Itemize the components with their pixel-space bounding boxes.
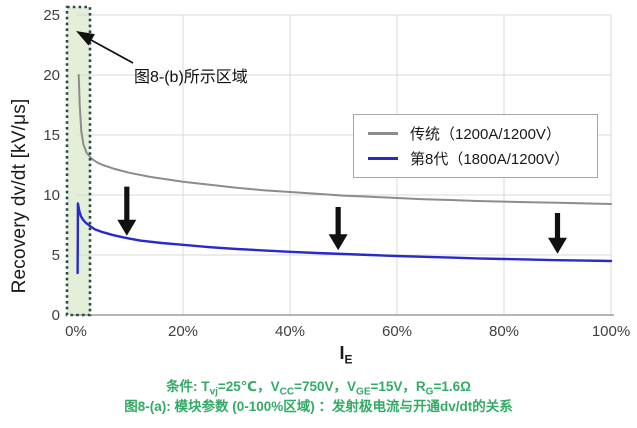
annotation-arrow-line [90,39,134,64]
y-tick-label: 15 [43,127,60,144]
legend-entry-traditional: 传统（1200A/1200V） [368,123,587,144]
y-tick-label: 25 [43,7,60,24]
x-tick-label: 20% [167,323,199,340]
legend-swatch-traditional [368,132,398,135]
x-tick-label: 100% [591,323,631,340]
highlight-region-fill [67,7,90,315]
legend: 传统（1200A/1200V） 第8代（1800A/1200V） [353,114,598,178]
y-tick-label: 5 [51,247,60,264]
series-line-gen8 [76,202,613,275]
y-tick-label: 0 [51,307,60,324]
figure-caption: 图8-(a): 模块参数 (0-100%区域) ：发射极电流与开通dv/dt的关… [124,399,513,414]
legend-label-gen8: 第8代（1800A/1200V） [410,151,570,168]
legend-label-traditional: 传统（1200A/1200V） [410,126,561,143]
y-tick-label: 20 [43,67,60,84]
legend-swatch-gen8 [368,157,398,160]
x-tick-label: 0% [65,323,87,340]
x-tick-label: 40% [274,323,306,340]
x-tick-label: 80% [488,323,520,340]
x-axis-title: IE [339,343,353,367]
legend-entry-gen8: 第8代（1800A/1200V） [368,148,587,169]
annotation-label: 图8-(b)所示区域 [134,69,248,86]
conditions-caption: 条件: Tvj=25℃，VCC=750V，VGE=15V，RG=1.6Ω [166,379,471,398]
highlight-region-border [65,5,92,317]
x-tick-label: 60% [381,323,413,340]
series-line-traditional [77,74,612,205]
down-arrow-head [117,219,137,236]
down-arrow-head [328,234,348,251]
y-tick-label: 10 [43,187,60,204]
down-arrow-head [548,237,567,254]
annotation-arrow-head [76,31,95,46]
